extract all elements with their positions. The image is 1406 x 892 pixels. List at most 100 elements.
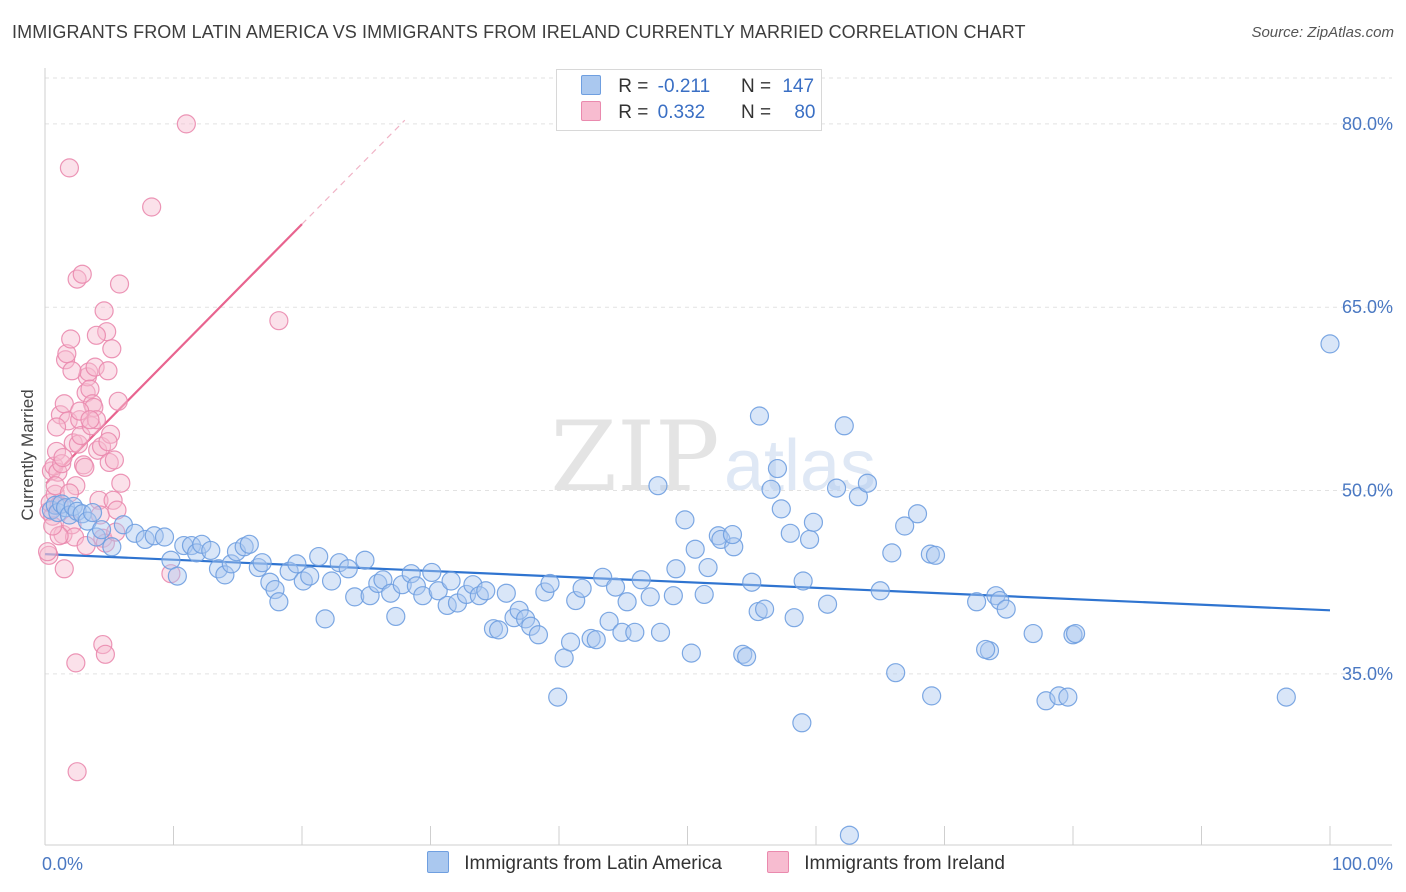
data-point bbox=[46, 417, 67, 437]
data-point bbox=[586, 630, 606, 650]
legend-n-label: N = bbox=[740, 76, 772, 97]
series-legend-latin-america: Immigrants from Latin America bbox=[427, 851, 722, 875]
data-point bbox=[834, 416, 854, 436]
data-point bbox=[566, 590, 586, 611]
data-point bbox=[560, 632, 581, 652]
legend: R = -0.211 N = 147 R = 0.332 N = 80 bbox=[556, 69, 822, 131]
legend-row-latin-america: R = -0.211 N = 147 bbox=[581, 75, 814, 101]
data-point bbox=[722, 524, 743, 545]
x-tick-label: 0.0% bbox=[42, 854, 83, 874]
data-point bbox=[85, 357, 105, 377]
data-point bbox=[368, 573, 388, 594]
legend-r-value: 0.332 bbox=[657, 102, 706, 123]
data-point bbox=[269, 592, 289, 612]
data-point bbox=[37, 542, 58, 562]
data-point bbox=[922, 686, 942, 706]
data-point bbox=[54, 559, 74, 579]
data-point bbox=[125, 523, 145, 543]
data-point bbox=[86, 410, 107, 430]
data-point bbox=[767, 458, 788, 479]
y-tick-label: 65.0% bbox=[1342, 297, 1393, 317]
data-point bbox=[826, 478, 847, 498]
data-point bbox=[154, 527, 175, 547]
data-point bbox=[55, 350, 76, 370]
data-point bbox=[640, 587, 660, 607]
data-point bbox=[771, 499, 791, 519]
data-point bbox=[650, 622, 671, 642]
data-point bbox=[287, 554, 307, 574]
data-point bbox=[698, 557, 718, 578]
data-point bbox=[99, 452, 119, 473]
data-point bbox=[422, 562, 442, 583]
data-point bbox=[886, 663, 906, 683]
series-legend-ireland: Immigrants from Ireland bbox=[767, 851, 1005, 875]
data-point bbox=[724, 537, 744, 557]
data-point bbox=[109, 274, 130, 294]
data-point bbox=[89, 490, 109, 510]
legend-r-label: R = bbox=[618, 102, 649, 123]
data-point bbox=[737, 647, 757, 667]
tick-labels: 35.0% 50.0% 65.0% 80.0% 0.0% 100.0% bbox=[42, 114, 1393, 874]
watermark-zip: ZIP bbox=[550, 401, 719, 513]
data-point bbox=[94, 301, 114, 321]
data-point bbox=[61, 329, 81, 349]
data-point bbox=[315, 609, 335, 629]
data-point bbox=[345, 587, 365, 607]
data-point bbox=[749, 406, 770, 426]
data-point bbox=[84, 397, 104, 418]
data-point bbox=[1058, 687, 1078, 707]
data-point bbox=[57, 344, 77, 364]
y-tick-label: 50.0% bbox=[1342, 481, 1393, 501]
data-point bbox=[59, 158, 80, 178]
data-point bbox=[81, 416, 101, 436]
data-point bbox=[52, 454, 72, 474]
data-point bbox=[857, 473, 878, 493]
data-point bbox=[80, 379, 100, 399]
series-swatch-ireland bbox=[767, 851, 789, 873]
data-point bbox=[98, 432, 118, 452]
legend-n-value: 80 bbox=[794, 102, 816, 123]
data-point bbox=[142, 197, 162, 217]
chart-source: Source: ZipAtlas.com bbox=[1251, 24, 1394, 41]
data-point bbox=[792, 713, 812, 733]
data-point bbox=[321, 571, 342, 591]
data-point bbox=[386, 606, 406, 627]
data-point bbox=[82, 502, 103, 523]
data-point bbox=[428, 581, 448, 601]
data-point bbox=[338, 559, 358, 579]
data-point bbox=[605, 577, 626, 597]
data-point bbox=[1065, 623, 1086, 644]
data-point bbox=[675, 510, 695, 530]
data-point bbox=[976, 639, 996, 660]
data-point bbox=[53, 447, 73, 468]
axes bbox=[44, 68, 1392, 846]
data-point bbox=[52, 494, 72, 514]
legend-r-label: R = bbox=[618, 76, 649, 97]
data-point bbox=[406, 576, 426, 596]
data-point bbox=[80, 410, 100, 430]
legend-n-label: N = bbox=[740, 102, 772, 123]
data-point bbox=[625, 622, 645, 642]
data-point bbox=[49, 526, 69, 546]
data-point bbox=[528, 625, 549, 645]
y-tick-label: 35.0% bbox=[1342, 664, 1393, 684]
data-point bbox=[144, 526, 164, 546]
data-point bbox=[239, 534, 259, 554]
data-point bbox=[882, 543, 902, 563]
data-point bbox=[66, 476, 86, 496]
series-name-latin-america: Immigrants from Latin America bbox=[464, 853, 722, 874]
data-point bbox=[799, 529, 820, 550]
data-point bbox=[848, 487, 869, 507]
data-point bbox=[694, 584, 714, 605]
data-point bbox=[95, 644, 115, 664]
data-point bbox=[67, 762, 87, 782]
data-point bbox=[925, 545, 946, 565]
legend-swatch-ireland bbox=[581, 101, 601, 121]
data-point bbox=[593, 567, 613, 587]
watermark: ZIP atlas bbox=[550, 401, 876, 513]
data-point bbox=[67, 501, 87, 521]
data-point bbox=[441, 571, 461, 591]
data-point bbox=[103, 490, 123, 510]
data-point bbox=[360, 586, 380, 606]
data-points bbox=[37, 114, 1340, 845]
